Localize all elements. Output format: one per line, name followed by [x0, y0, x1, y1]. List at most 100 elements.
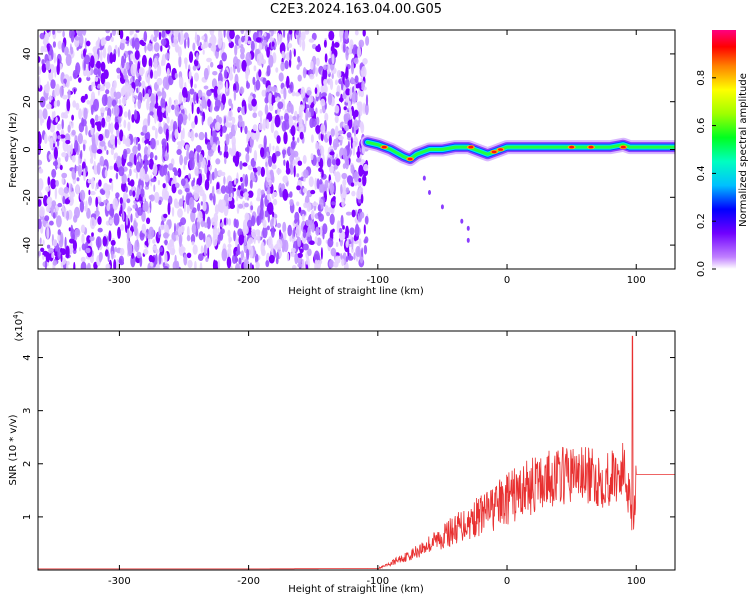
noise-blob — [55, 180, 59, 187]
y-tick-label: -40 — [22, 237, 33, 253]
noise-blob — [152, 163, 158, 176]
noise-blob — [162, 76, 168, 89]
noise-blob — [300, 86, 306, 99]
noise-blob — [109, 178, 113, 183]
noise-blob — [328, 206, 333, 213]
noise-blob — [279, 250, 282, 258]
noise-blob — [284, 60, 289, 70]
noise-blob — [183, 32, 189, 40]
noise-blob — [119, 30, 124, 40]
noise-blob — [124, 193, 129, 200]
noise-blob — [130, 53, 133, 61]
noise-blob — [329, 151, 335, 156]
top-y-axis-label: Frequency (Hz) — [8, 112, 19, 188]
noise-blob — [77, 30, 84, 36]
noise-blob — [244, 35, 248, 45]
noise-blob — [297, 236, 302, 248]
noise-blob — [133, 220, 137, 231]
noise-blob — [197, 210, 203, 223]
noise-blob — [255, 79, 261, 91]
noise-blob — [159, 246, 164, 253]
noise-blob — [153, 191, 160, 204]
noise-blob — [214, 121, 221, 131]
noise-blob — [243, 258, 250, 269]
noise-blob — [180, 217, 187, 226]
noise-blob — [145, 93, 150, 100]
noise-blob — [297, 74, 302, 82]
noise-blob — [350, 61, 355, 75]
noise-blob — [260, 147, 265, 158]
noise-blob — [283, 231, 287, 241]
noise-blob — [75, 102, 80, 111]
noise-blob — [211, 217, 217, 226]
noise-blob — [96, 121, 102, 132]
noise-blob — [203, 85, 209, 90]
noise-blob — [246, 82, 250, 89]
noise-blob — [57, 58, 60, 72]
noise-blob — [327, 62, 331, 75]
noise-blob — [240, 176, 243, 183]
noise-blob — [91, 83, 94, 91]
noise-blob — [91, 232, 94, 237]
noise-blob — [338, 130, 344, 135]
noise-blob — [94, 76, 99, 82]
noise-blob — [337, 135, 344, 141]
snr-panel: -300 -200 -100 0 100 1 2 3 4 Height of straight… — [8, 310, 676, 595]
noise-blob — [222, 125, 227, 133]
noise-blob — [210, 44, 217, 52]
noise-blob — [71, 121, 74, 129]
noise-blob — [180, 140, 186, 147]
noise-blob — [253, 150, 258, 162]
noise-blob — [183, 164, 186, 171]
noise-blob — [130, 213, 133, 223]
noise-blob — [335, 158, 341, 166]
noise-blob — [141, 54, 147, 68]
noise-blob — [212, 36, 217, 45]
noise-blob — [296, 137, 300, 143]
noise-blob — [212, 143, 217, 152]
noise-blob — [289, 81, 294, 93]
noise-blob — [146, 217, 151, 225]
noise-blob — [102, 236, 108, 247]
noise-blob — [141, 80, 146, 90]
noise-blob — [257, 130, 260, 137]
noise-blob — [136, 251, 142, 259]
noise-blob — [351, 91, 358, 103]
colorbar-label: Normalized spectral amplitude — [738, 73, 749, 227]
noise-blob — [314, 259, 319, 269]
signal-hotspot-core — [468, 145, 474, 149]
noise-blob — [270, 218, 274, 229]
noise-blob — [121, 181, 127, 193]
chart-title: C2E3.2024.163.04.00.G05 — [269, 2, 443, 17]
noise-blob — [203, 67, 209, 80]
noise-blob — [124, 82, 129, 91]
noise-blob — [187, 131, 192, 138]
noise-blob — [82, 142, 86, 152]
noise-blob — [48, 153, 53, 161]
noise-blob — [329, 165, 334, 174]
noise-blob — [118, 98, 122, 105]
noise-blob — [303, 177, 306, 182]
noise-blob — [361, 247, 364, 258]
noise-blob — [83, 60, 87, 71]
noise-blob — [282, 149, 287, 156]
noise-blob — [342, 163, 346, 169]
noise-blob — [188, 113, 191, 121]
noise-blob — [134, 50, 140, 60]
noise-blob — [173, 34, 178, 46]
noise-blob — [52, 239, 58, 247]
noise-blob — [178, 91, 183, 104]
noise-blob — [129, 189, 133, 197]
noise-blob — [209, 30, 215, 36]
noise-blob — [287, 43, 293, 49]
noise-blob — [85, 124, 88, 136]
noise-blob — [127, 121, 131, 132]
colorbar-gradient — [712, 30, 736, 269]
noise-blob — [255, 37, 262, 43]
noise-blob — [51, 200, 57, 207]
bottom-plot-frame — [37, 330, 676, 571]
colorbar-tick-label: 0.2 — [696, 213, 707, 229]
noise-blob — [183, 201, 186, 213]
noise-blob — [334, 105, 340, 114]
